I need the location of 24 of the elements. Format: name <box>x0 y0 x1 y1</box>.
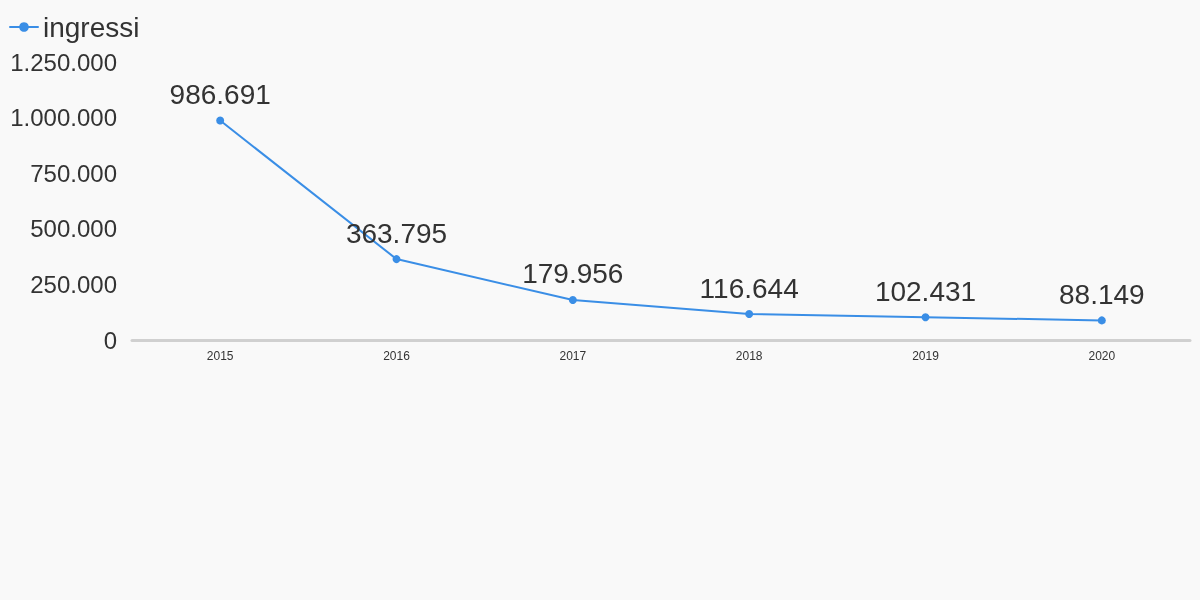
data-label: 116.644 <box>699 272 799 304</box>
data-label: 88.149 <box>1059 278 1145 310</box>
x-tick-label: 2020 <box>1088 349 1116 363</box>
point <box>745 310 754 319</box>
data-label: 179.956 <box>522 258 624 290</box>
data-label: 986.691 <box>169 79 271 111</box>
y-tick-label: 1.250.000 <box>10 48 117 76</box>
x-tick-label: 2019 <box>912 349 940 363</box>
point <box>568 295 577 304</box>
x-tick-label: 2016 <box>383 349 411 363</box>
y-tick-label: 250.000 <box>30 270 117 298</box>
y-tick-label: 500.000 <box>30 215 117 243</box>
y-tick-label: 0 <box>103 326 117 354</box>
x-tick-label: 2015 <box>206 349 234 363</box>
y-tick-label: 1.000.000 <box>10 104 117 132</box>
data-label: 102.431 <box>874 275 977 307</box>
point <box>921 313 930 322</box>
legend-label: ingressi <box>43 11 140 43</box>
x-tick-label: 2017 <box>559 349 587 363</box>
point <box>392 255 401 264</box>
point <box>216 116 225 125</box>
y-tick-label: 750.000 <box>30 159 117 187</box>
point <box>1097 316 1106 325</box>
x-tick-label: 2018 <box>735 349 763 363</box>
